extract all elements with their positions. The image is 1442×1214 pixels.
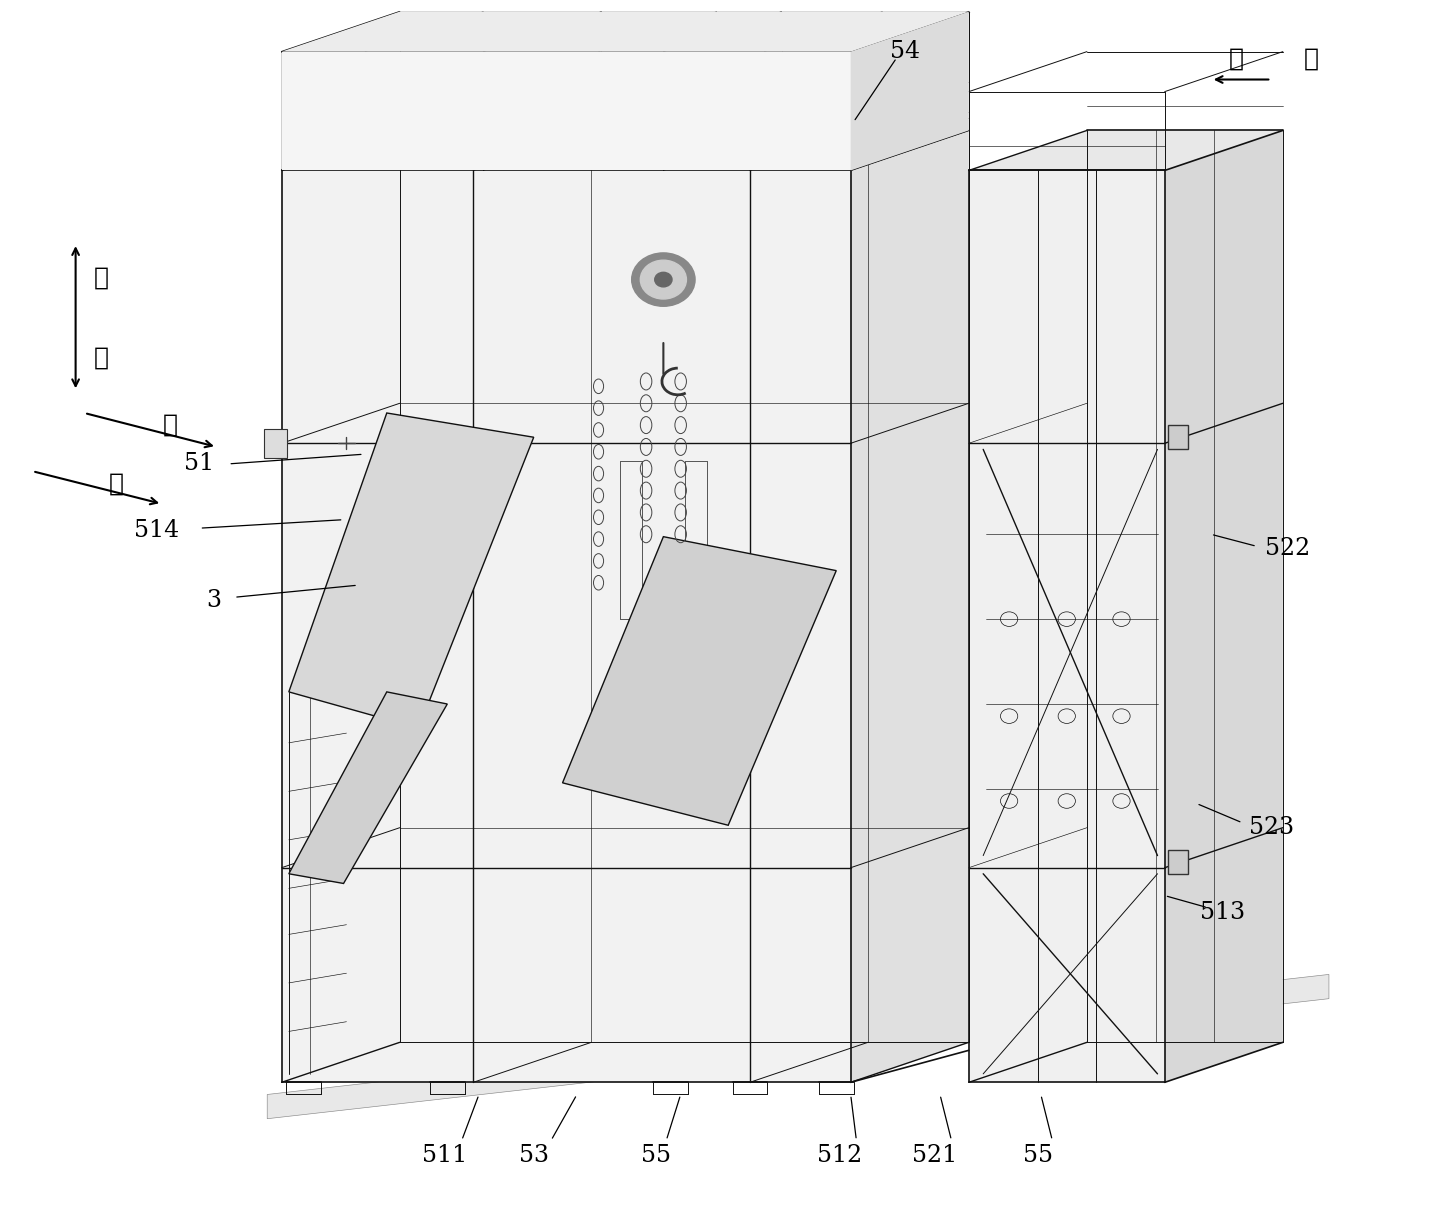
Polygon shape [281,170,851,1083]
Polygon shape [851,130,969,1083]
Text: 51: 51 [185,453,215,476]
Text: 511: 511 [421,1144,467,1167]
Text: 521: 521 [911,1144,957,1167]
Text: 右: 右 [108,471,124,495]
Text: 3: 3 [206,590,222,612]
Polygon shape [969,130,1283,170]
FancyBboxPatch shape [1168,425,1188,449]
Text: 下: 下 [94,345,110,369]
Polygon shape [267,975,1330,1119]
Text: 前: 前 [1229,47,1244,70]
FancyBboxPatch shape [1168,850,1188,874]
Text: 513: 513 [1200,901,1244,924]
Circle shape [632,253,695,306]
Circle shape [640,260,686,299]
Text: 53: 53 [519,1144,549,1167]
Text: 55: 55 [1022,1144,1053,1167]
Polygon shape [281,12,969,52]
Text: 512: 512 [816,1144,862,1167]
Text: 522: 522 [1265,538,1309,561]
Polygon shape [288,413,534,728]
Polygon shape [288,692,447,884]
Text: 514: 514 [134,520,179,543]
Text: 523: 523 [1249,816,1293,839]
Polygon shape [562,537,836,826]
Text: 上: 上 [94,265,110,289]
Text: 右: 右 [163,413,179,437]
Polygon shape [1165,130,1283,1083]
Circle shape [655,272,672,287]
Polygon shape [969,170,1165,1083]
Text: 55: 55 [642,1144,671,1167]
Text: 后: 后 [1304,47,1319,70]
Polygon shape [851,12,969,170]
Text: 54: 54 [890,40,920,63]
Polygon shape [281,130,969,170]
FancyBboxPatch shape [264,429,287,458]
Polygon shape [281,52,851,170]
